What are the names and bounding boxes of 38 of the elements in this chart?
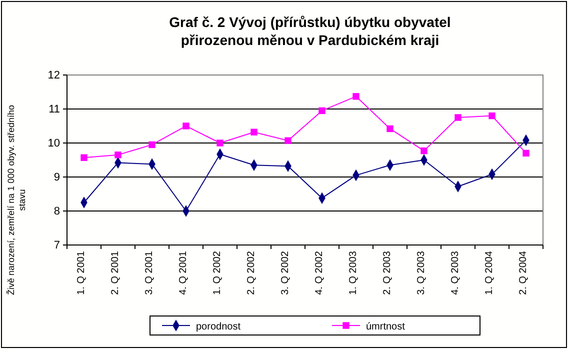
legend-label: porodnost — [196, 322, 241, 332]
x-tick-label: 4. Q 2003 — [450, 250, 461, 295]
point — [454, 114, 462, 121]
x-tick-label: 3. Q 2002 — [280, 250, 291, 295]
point — [522, 150, 530, 157]
point — [352, 93, 360, 100]
x-tick-label: 4. Q 2001 — [178, 250, 189, 295]
y-axis-title: Živě narození, zemřelí na 1 000 obyv. středního stavu — [6, 105, 27, 295]
x-tick-label: 1. Q 2001 — [76, 250, 87, 295]
x-tick-label: 1. Q 2002 — [212, 250, 223, 295]
y-tick-label: 10 — [48, 138, 60, 150]
chart-title: Graf č. 2 Vývoj (přírůstku) úbytku obyvatel přirozenou měnou v Pardubickém kraji — [169, 14, 451, 48]
point — [80, 154, 88, 161]
point — [148, 141, 156, 148]
x-tick-label: 2. Q 2002 — [246, 250, 257, 295]
point — [216, 140, 224, 146]
y-tick-label: 9 — [54, 172, 60, 184]
x-tick-label: 4. Q 2002 — [314, 250, 325, 295]
point — [420, 147, 428, 154]
y-tick-label: 12 — [48, 70, 60, 82]
legend-label: úmrtnost — [366, 322, 406, 332]
x-tick-label: 3. Q 2001 — [144, 250, 155, 295]
x-tick-label: 2. Q 2003 — [382, 250, 393, 295]
point — [250, 128, 258, 136]
point — [284, 137, 292, 144]
point — [488, 112, 496, 120]
point — [386, 125, 394, 132]
x-tick-label: 2. Q 2001 — [110, 250, 121, 295]
point — [114, 152, 122, 158]
y-tick-label: 7 — [54, 240, 60, 252]
x-tick-label: 2. Q 2004 — [518, 250, 529, 295]
x-tick-label: 1. Q 2004 — [484, 250, 495, 295]
y-tick-label: 8 — [54, 206, 60, 218]
point — [182, 122, 190, 130]
x-tick-label: 3. Q 2003 — [416, 250, 427, 295]
x-tick-label: 1. Q 2003 — [348, 250, 359, 295]
point — [318, 107, 326, 114]
y-tick-label: 11 — [48, 104, 60, 116]
